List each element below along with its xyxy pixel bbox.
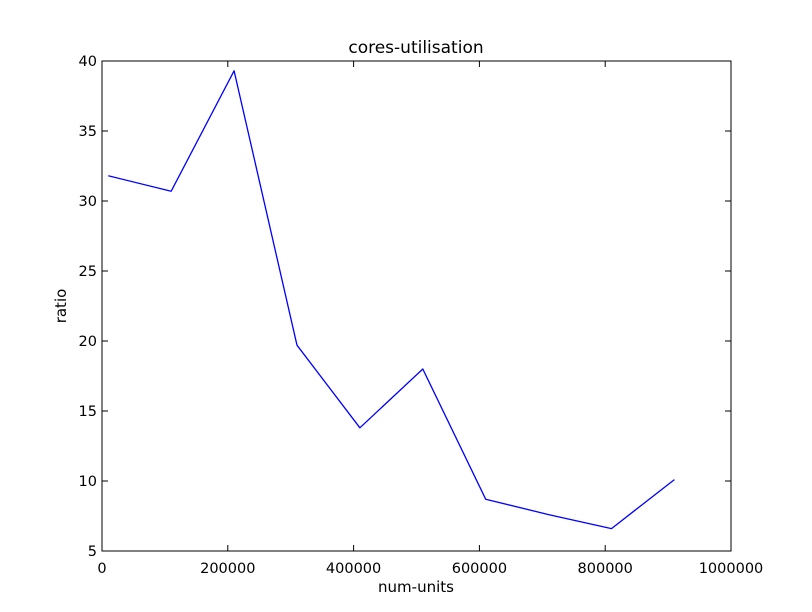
y-tick-label: 5 [88, 544, 97, 560]
x-tick-label: 0 [97, 561, 106, 577]
series-layer [108, 70, 675, 530]
x-tick-label: 600000 [452, 561, 507, 577]
y-tick-label: 30 [79, 194, 97, 210]
series-line [108, 70, 675, 530]
x-axis-label: num-units [378, 578, 454, 596]
x-tick-label: 1000000 [699, 561, 764, 577]
y-tick-label: 15 [79, 404, 97, 420]
x-tick-label: 400000 [326, 561, 381, 577]
y-tick-label: 25 [79, 264, 97, 280]
chart-title: cores-utilisation [348, 38, 483, 58]
y-axis-label: ratio [52, 289, 70, 324]
y-tick-label: 40 [79, 54, 97, 70]
plot-area [102, 61, 731, 551]
y-axis-ticks: 5 10 15 20 25 30 35 40 [79, 54, 731, 560]
plot-frame [101, 60, 732, 552]
x-tick-label: 200000 [200, 561, 255, 577]
x-axis-ticks: 0 200000 400000 600000 800000 1000000 [97, 61, 763, 577]
y-tick-label: 20 [79, 334, 97, 350]
x-tick-label: 800000 [578, 561, 633, 577]
y-tick-label: 10 [79, 474, 97, 490]
y-tick-label: 35 [79, 124, 97, 140]
